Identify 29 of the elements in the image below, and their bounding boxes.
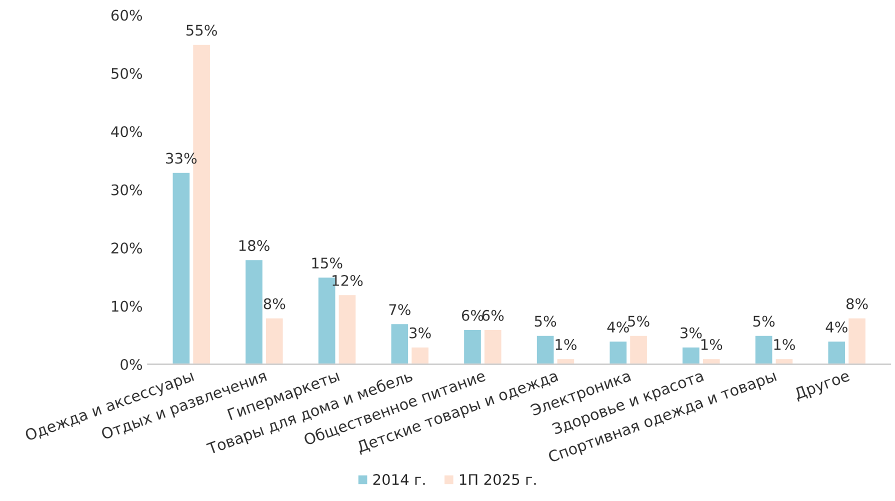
data-label: 8% (264, 298, 286, 310)
y-tick-label: 60% (111, 10, 142, 21)
data-label: 5% (534, 316, 556, 327)
legend-label: 1П 2025 г. (460, 474, 536, 486)
data-label: 1% (701, 338, 722, 350)
data-label: 4% (607, 322, 629, 333)
data-label: 6% (462, 310, 484, 321)
data-label: 5% (753, 316, 775, 327)
data-label: 3% (680, 327, 702, 338)
data-label: 15% (312, 258, 342, 269)
y-tick-label: 40% (111, 126, 142, 138)
y-tick-label: 10% (112, 300, 142, 312)
data-label: 6% (482, 310, 504, 321)
data-label: 33% (166, 152, 197, 164)
data-label: 8% (846, 298, 868, 310)
data-label: 7% (389, 304, 410, 316)
y-tick-label: 50% (112, 68, 142, 79)
y-tick-label: 20% (111, 242, 142, 254)
data-label: 18% (239, 240, 270, 252)
data-label: 1% (774, 338, 795, 350)
data-label: 12% (332, 274, 363, 286)
y-tick-label: 0% (120, 358, 142, 370)
y-tick-label: 30% (112, 184, 142, 196)
data-label: 55% (186, 24, 217, 36)
data-label: 1% (556, 338, 576, 350)
data-label: 5% (628, 316, 650, 327)
data-label: 3% (410, 327, 431, 338)
data-label: 4% (826, 322, 848, 333)
legend-label: 2014 г. (373, 474, 425, 486)
